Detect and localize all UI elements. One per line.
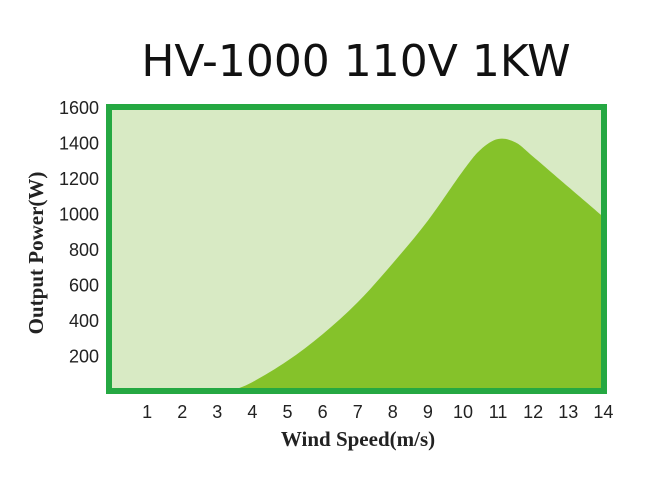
x-tick-label: 3 [212, 402, 222, 422]
y-tick-label: 1000 [59, 205, 99, 225]
x-tick-label: 5 [282, 402, 292, 422]
x-tick-label: 8 [388, 402, 398, 422]
x-tick-label: 2 [177, 402, 187, 422]
plot-frame [106, 104, 607, 394]
x-tick-label: 6 [318, 402, 328, 422]
series-area [231, 138, 604, 391]
x-tick-label: 11 [489, 402, 508, 422]
x-tick-label: 13 [558, 402, 578, 422]
x-axis-ticks: 1 2 3 4 5 6 7 8 9 10 11 12 13 14 [142, 402, 613, 422]
y-tick-label: 1600 [59, 98, 99, 118]
x-tick-label: 10 [453, 402, 473, 422]
y-tick-label: 800 [69, 240, 99, 260]
x-axis-label: Wind Speed(m/s) [281, 427, 435, 451]
y-tick-label: 600 [69, 276, 99, 296]
y-tick-label: 200 [69, 347, 99, 367]
y-axis-ticks: 200 400 600 800 1000 1200 1400 1600 [59, 98, 99, 367]
y-tick-label: 1200 [59, 169, 99, 189]
x-tick-label: 1 [142, 402, 152, 422]
x-tick-label: 9 [423, 402, 433, 422]
x-tick-label: 12 [523, 402, 543, 422]
x-tick-label: 14 [593, 402, 613, 422]
chart-title: HV-1000 110V 1KW [141, 36, 570, 87]
x-tick-label: 4 [247, 402, 257, 422]
y-tick-label: 400 [69, 311, 99, 331]
y-tick-label: 1400 [59, 134, 99, 154]
y-axis-label: Output Power(W) [24, 172, 48, 335]
x-tick-label: 7 [353, 402, 363, 422]
